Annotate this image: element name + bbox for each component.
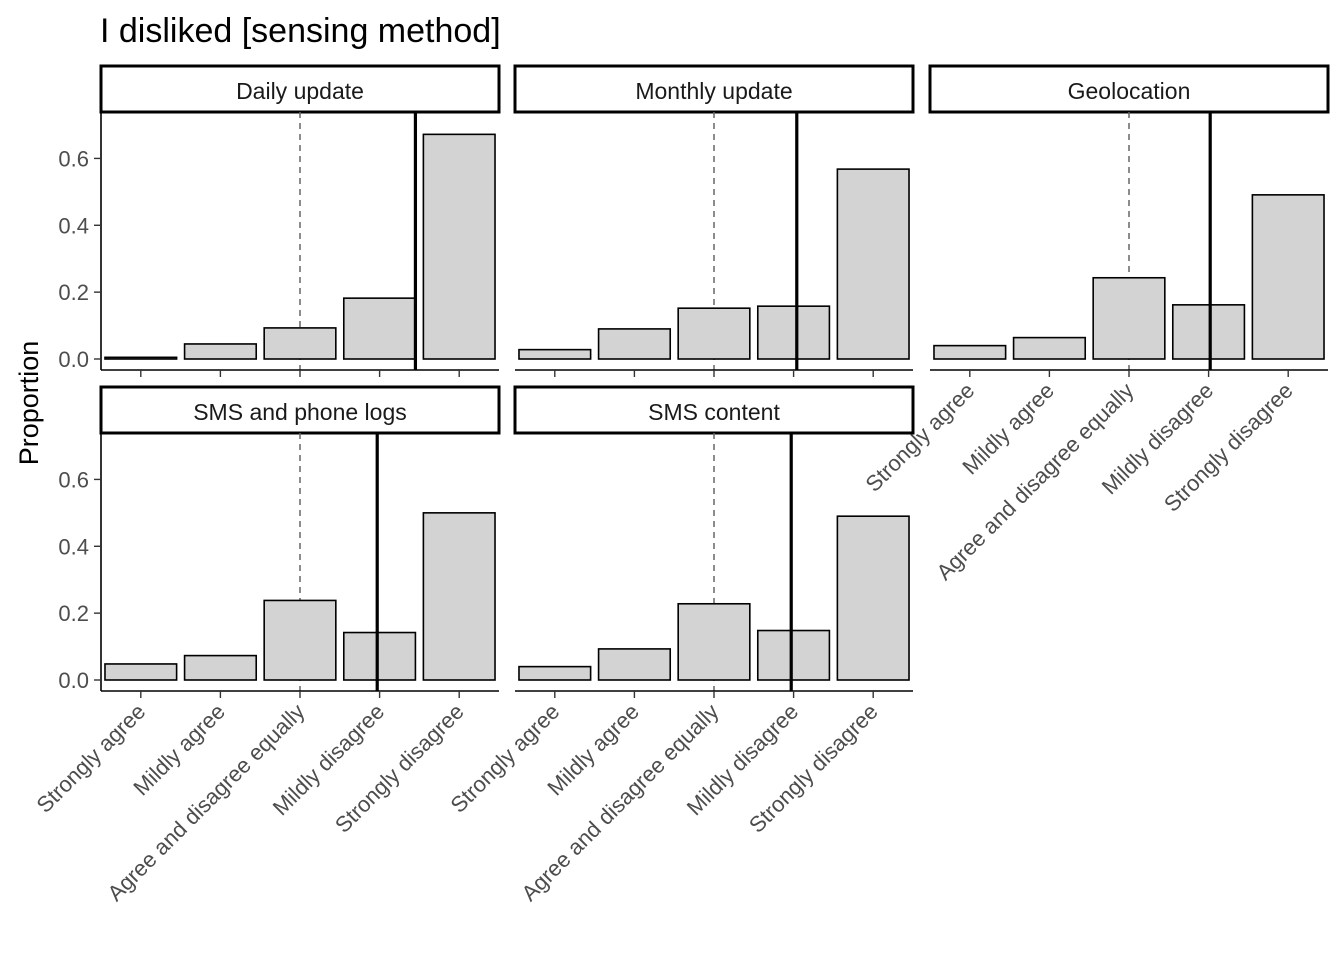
bar: [597, 648, 672, 681]
bar: [342, 297, 417, 360]
bar: [836, 168, 910, 360]
bar: [756, 629, 831, 681]
facet-strip: [513, 64, 915, 114]
bar: [518, 348, 592, 360]
bar: [183, 343, 258, 360]
x-tick-label: Strongly agree: [31, 699, 150, 818]
facet-strip: [99, 385, 501, 435]
facet-strip: [928, 64, 1330, 114]
bar: [342, 631, 417, 681]
y-axis-title: Proportion: [14, 341, 44, 466]
y-tick-label: 0.2: [58, 601, 89, 626]
y-tick-label: 0.0: [58, 668, 89, 693]
bar: [183, 654, 258, 681]
y-tick-label: 0.6: [58, 467, 89, 492]
facet-panels: Daily update 0.0 0.2 0.4 0.6 Monthly update Ge…: [31, 64, 1330, 906]
bar: [756, 305, 831, 360]
facet-strip-label: SMS and phone logs: [193, 399, 407, 425]
bar: [677, 307, 751, 360]
facet-strip-label: SMS content: [648, 399, 780, 425]
bar: [677, 602, 751, 681]
bar: [263, 327, 337, 360]
chart-title: I disliked [sensing method]: [100, 12, 501, 50]
bar: [1092, 276, 1166, 360]
y-tick-label: 0.2: [58, 280, 89, 305]
bar: [422, 512, 496, 681]
bar: [263, 599, 337, 681]
y-tick-label: 0.4: [58, 213, 89, 238]
bar: [518, 665, 592, 681]
y-tick-label: 0.6: [58, 146, 89, 171]
facet-strip-label: Geolocation: [1068, 78, 1191, 104]
bar: [597, 328, 672, 360]
bar: [1251, 194, 1325, 360]
facet-strip-label: Daily update: [236, 78, 364, 104]
bar: [422, 133, 496, 360]
bar: [104, 356, 178, 360]
y-tick-label: 0.0: [58, 347, 89, 372]
bar: [104, 663, 178, 681]
bar: [1012, 336, 1087, 360]
facet-strip: [99, 64, 501, 114]
bar: [933, 344, 1007, 360]
facet-strip-label: Monthly update: [635, 78, 792, 104]
bar: [836, 515, 910, 681]
y-tick-label: 0.4: [58, 534, 89, 559]
